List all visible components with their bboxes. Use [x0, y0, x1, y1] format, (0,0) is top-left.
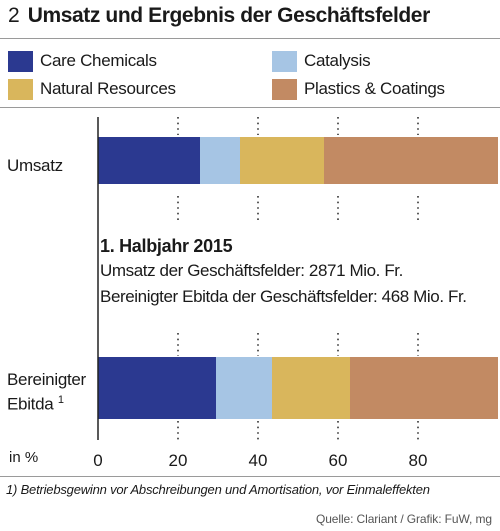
- legend-label-care-chemicals: Care Chemicals: [40, 51, 157, 70]
- legend-swatch-plastics-coatings: [272, 78, 297, 100]
- bar-umsatz-care-chemicals: [98, 137, 200, 184]
- legend-item-plastics-coatings: Plastics & Coatings: [272, 76, 445, 102]
- legend-divider: [0, 107, 500, 108]
- legend-label-catalysis: Catalysis: [304, 51, 371, 70]
- bar-bereinigter-ebitda-natural-resources: [272, 357, 350, 419]
- footnote-divider: [0, 476, 500, 477]
- axis-unit-label: in %: [9, 449, 39, 466]
- x-tick-label-60: 60: [329, 451, 348, 470]
- legend-swatch-catalysis: [272, 50, 297, 72]
- legend-item-care-chemicals: Care Chemicals: [8, 48, 157, 74]
- footnote-marker: 1: [57, 394, 64, 406]
- chart-title-text: Umsatz und Ergebnis der Geschäftsfelder: [27, 4, 431, 27]
- x-tick-label-80: 80: [409, 451, 428, 470]
- bar-umsatz-plastics-coatings: [324, 137, 498, 184]
- chart-title: 2 Umsatz und Ergebnis der Geschäftsfelde…: [8, 4, 492, 36]
- bar-bereinigter-ebitda-catalysis: [216, 357, 272, 419]
- summary-heading: 1. Halbjahr 2015: [100, 236, 233, 256]
- footnote: 1) Betriebsgewinn vor Abschreibungen und…: [6, 482, 430, 497]
- x-tick-label-0: 0: [93, 451, 102, 470]
- summary-note: 1. Halbjahr 2015 Umsatz der Geschäftsfel…: [100, 234, 500, 310]
- stacked-bar-chart: 0 20 40 60 80: [93, 117, 498, 470]
- summary-revenue: Umsatz der Geschäftsfelder: 2871 Mio. Fr…: [100, 261, 403, 280]
- x-tick-label-20: 20: [169, 451, 188, 470]
- legend-label-plastics-coatings: Plastics & Coatings: [304, 79, 445, 98]
- legend-label-natural-resources: Natural Resources: [40, 79, 176, 98]
- legend-swatch-care-chemicals: [8, 50, 33, 72]
- bar-umsatz-natural-resources: [240, 137, 324, 184]
- bar-bereinigter-ebitda-care-chemicals: [98, 357, 216, 419]
- legend-swatch-natural-resources: [8, 78, 33, 100]
- legend: Care Chemicals Catalysis Natural Resourc…: [0, 44, 500, 104]
- legend-item-natural-resources: Natural Resources: [8, 76, 176, 102]
- bar-umsatz-catalysis: [200, 137, 240, 184]
- category-label-umsatz: Umsatz: [7, 156, 63, 175]
- source-credit: Quelle: Clariant / Grafik: FuW, mg: [316, 512, 492, 526]
- chart-number: 2: [8, 4, 20, 27]
- category-label-bereinigter-ebitda: Bereinigter Ebitda 1: [7, 370, 86, 414]
- summary-ebitda: Bereinigter Ebitda der Geschäftsfelder: …: [100, 287, 467, 306]
- bar-bereinigter-ebitda-plastics-coatings: [350, 357, 498, 419]
- legend-item-catalysis: Catalysis: [272, 48, 371, 74]
- x-tick-label-40: 40: [249, 451, 268, 470]
- title-divider: [0, 38, 500, 39]
